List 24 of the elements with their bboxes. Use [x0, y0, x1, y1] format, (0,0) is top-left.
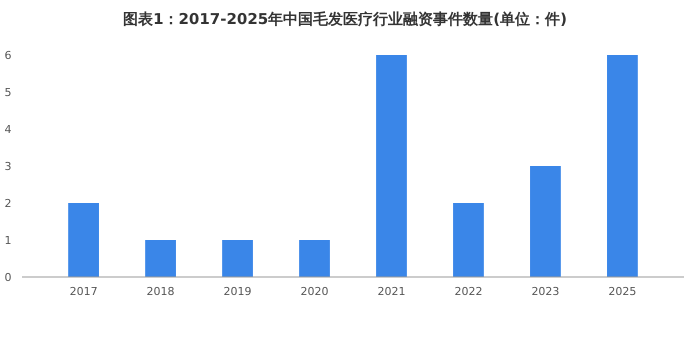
bar: [145, 240, 176, 277]
x-tick-label: 2022: [454, 285, 482, 298]
x-tick-label: 2021: [377, 285, 406, 298]
y-tick-label: 4: [4, 122, 12, 136]
x-tick-label: 2019: [224, 285, 252, 298]
bar: [607, 55, 638, 277]
bar: [68, 203, 99, 277]
y-tick-label: 6: [4, 48, 12, 62]
y-tick-label: 5: [4, 86, 12, 99]
y-tick-label: 3: [4, 160, 12, 173]
x-tick-label: 2020: [300, 285, 329, 298]
x-tick-label: 2023: [531, 285, 560, 298]
y-tick-label: 0: [4, 270, 12, 284]
bar: [299, 240, 330, 277]
bar: [222, 240, 253, 277]
y-tick-label: 1: [4, 234, 12, 247]
x-tick-label: 2025: [608, 285, 636, 298]
y-tick-label: 2: [4, 196, 12, 210]
x-tick-label: 2017: [70, 285, 98, 298]
chart-title: 图表1：2017-2025年中国毛发医疗行业融资事件数量(单位：件): [123, 10, 567, 28]
bar: [376, 55, 407, 277]
bar: [453, 203, 484, 277]
bar: [530, 166, 561, 277]
x-tick-label: 2018: [146, 285, 175, 298]
